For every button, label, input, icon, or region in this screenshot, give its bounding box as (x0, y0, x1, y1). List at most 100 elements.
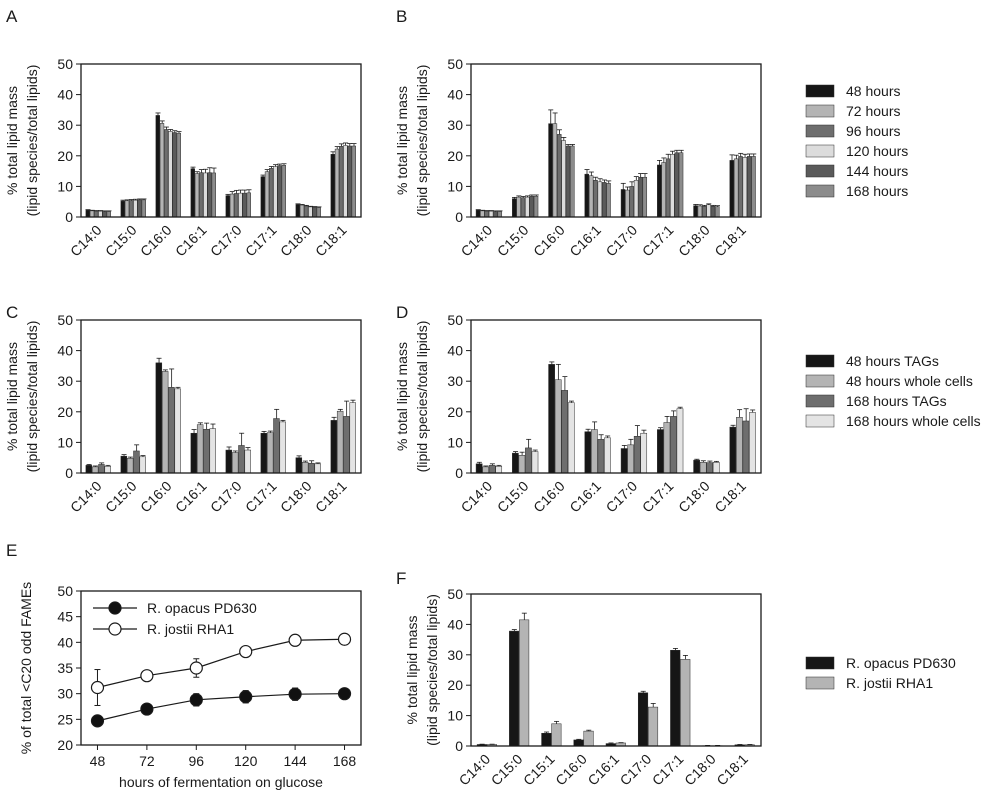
bar (349, 402, 356, 474)
bar (94, 210, 99, 218)
y-tick-label: 0 (455, 209, 463, 225)
bar (509, 630, 520, 747)
bar (488, 210, 494, 218)
bar (126, 458, 134, 474)
y-tick-label: 50 (57, 583, 73, 599)
legend-label: 120 hours (846, 143, 908, 159)
bar (308, 206, 313, 218)
y-tick-label: 40 (447, 87, 463, 103)
y-tick-label: 50 (447, 312, 463, 328)
x-tick-label: C17:0 (207, 222, 245, 260)
bar (120, 200, 125, 218)
x-tick-label: C17:1 (639, 222, 677, 260)
y-tick-label: 30 (57, 117, 73, 133)
bar (343, 145, 348, 218)
bar (174, 388, 181, 474)
bar (129, 200, 134, 218)
x-tick-label: C15:0 (488, 751, 526, 789)
bar (339, 146, 344, 218)
x-tick-label: C16:0 (530, 222, 568, 260)
bar (279, 421, 286, 474)
bar (312, 206, 317, 218)
bar (604, 437, 611, 474)
x-tick-label: 48 (90, 753, 106, 769)
panel-d: % total lipid mass (lipid species/total l… (394, 312, 981, 516)
x-tick-label: C14:0 (458, 222, 496, 260)
bar (693, 459, 700, 474)
x-tick-label: C16:1 (566, 478, 604, 516)
x-tick-label: C16:0 (137, 478, 175, 516)
data-point (90, 714, 105, 728)
bar (597, 439, 605, 474)
y-tick-label: 20 (447, 677, 463, 693)
y-tick-label: 40 (57, 634, 73, 650)
bar (670, 154, 675, 218)
bar (234, 193, 239, 218)
y-axis-label: % total lipid mass (394, 86, 410, 195)
data-point (140, 669, 154, 683)
bar (620, 189, 626, 218)
bar (106, 211, 111, 218)
bar (91, 466, 99, 474)
x-tick-label: C15:0 (494, 478, 532, 516)
bar (172, 132, 177, 218)
bar (304, 205, 309, 218)
legend-swatch (805, 374, 835, 388)
data-point (288, 633, 302, 647)
panel-f: % total lipid mass (lipid species/total l… (404, 586, 956, 789)
legend-swatch (805, 84, 835, 98)
bar (670, 416, 677, 474)
bar (647, 706, 659, 747)
x-tick-label: C18:0 (277, 478, 315, 516)
x-tick-label: C18:1 (312, 222, 350, 260)
plot-frame (80, 63, 362, 218)
bar (742, 420, 750, 474)
bar (225, 449, 233, 474)
x-tick-label: C18:1 (312, 478, 350, 516)
y-tick-label: 40 (447, 616, 463, 632)
x-tick-label: 72 (139, 753, 155, 769)
y-tick-label: 50 (57, 56, 73, 72)
bar (573, 739, 584, 747)
bar (347, 145, 352, 218)
y-tick-label: 0 (65, 209, 73, 225)
legend: R. opacus PD630 R. jostii RHA1 (805, 655, 956, 691)
bar (229, 193, 235, 218)
bar (308, 462, 315, 474)
bar (190, 432, 198, 474)
x-tick-label: C15:1 (520, 751, 558, 789)
bar (98, 210, 103, 218)
bar (277, 165, 282, 218)
bar (244, 449, 251, 474)
legend: R. opacus PD630 R. jostii RHA1 (93, 600, 257, 637)
bar (551, 723, 562, 747)
data-point (337, 687, 352, 701)
bar (168, 387, 175, 474)
legend-swatch (805, 656, 835, 670)
bar (330, 154, 335, 218)
bar (584, 173, 590, 218)
legend-label: R. jostii RHA1 (147, 621, 234, 637)
bar (548, 123, 553, 218)
bar (301, 462, 309, 474)
bar (141, 199, 146, 218)
bar (209, 428, 216, 474)
legend-label: 48 hours TAGs (846, 353, 939, 369)
bar (525, 447, 532, 474)
bar (343, 416, 350, 474)
bar (529, 195, 534, 218)
bar (133, 199, 138, 218)
bar (330, 420, 338, 474)
x-tick-label: 168 (333, 753, 357, 769)
x-tick-label: C16:1 (584, 751, 622, 789)
legend-swatch (805, 104, 835, 118)
bar (680, 659, 691, 747)
y-axis-label: % of total <C20 odd FAMEs (18, 582, 34, 754)
panel-letter-d: D (396, 303, 408, 322)
bar (273, 166, 278, 218)
bar (531, 451, 539, 474)
bar (633, 180, 639, 218)
x-tick-label: C16:1 (172, 478, 210, 516)
panel-letter-f: F (396, 569, 406, 588)
x-tick-label: C15:0 (102, 478, 140, 516)
